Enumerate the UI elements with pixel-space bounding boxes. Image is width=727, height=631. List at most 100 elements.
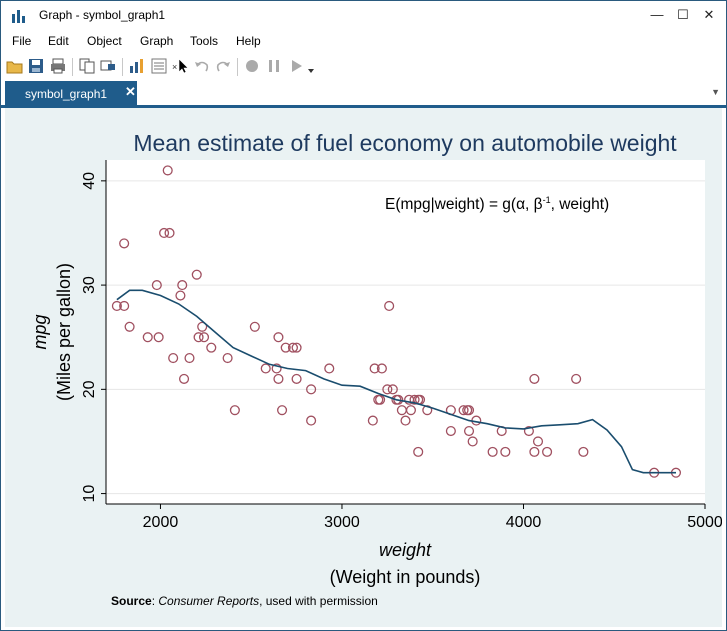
data-point-50 [413,446,424,457]
toolbar: × [1,54,726,80]
maximize-button[interactable]: ☐ [677,7,689,22]
data-point-60 [467,436,478,447]
graph-area: Mean estimate of fuel economy on automob… [5,108,723,627]
svg-text:×: × [172,62,177,72]
menu-file[interactable]: File [12,34,32,48]
data-point-26 [273,373,284,384]
copy-icon[interactable] [78,57,96,75]
data-point-56 [458,405,469,416]
menu-edit[interactable]: Edit [48,34,69,48]
data-point-18 [198,332,210,343]
play-icon[interactable] [287,57,305,75]
data-point-62 [487,446,498,457]
object-browser-icon[interactable] [150,57,168,75]
record-icon[interactable] [243,57,261,75]
save-icon[interactable] [27,57,45,75]
window-title: Graph - symbol_graph1 [39,8,166,22]
data-point-10 [168,353,179,364]
scatter-chart: Mean estimate of fuel economy on automob… [30,130,723,608]
x-axis-var-label: weight [379,540,432,560]
pointer-icon[interactable]: × [171,57,189,75]
data-point-30 [291,342,302,353]
tab-label: symbol_graph1 [25,87,108,101]
chart-title: Mean estimate of fuel economy on automob… [133,130,677,156]
y-axis-var-label: mpg [30,314,50,349]
data-point-15 [191,269,202,280]
plot-region [106,160,705,504]
data-point-6 [153,332,164,343]
data-point-46 [400,415,411,426]
data-point-38 [375,394,386,405]
data-point-64 [500,446,511,457]
open-icon[interactable] [6,57,24,75]
axes: 10 20 30 40 2000 3000 4000 5000 [81,160,723,531]
tab-close-button[interactable]: ✕ [125,84,136,99]
data-point-27 [277,405,288,416]
menu-tools[interactable]: Tools [190,34,219,48]
redo-icon[interactable] [214,57,232,75]
title-bar: Graph - symbol_graph1 — ☐ ✕ [1,1,726,30]
data-point-23 [260,363,271,374]
data-point-66 [529,373,540,384]
x-tick-label-2000: 2000 [143,514,179,531]
x-tick-label-3000: 3000 [324,514,360,531]
stata-graph-icon [12,10,25,23]
tab-list-dropdown-icon[interactable]: ▼ [711,87,720,97]
data-point-12 [177,280,188,291]
menu-object[interactable]: Object [87,34,122,48]
source-note: Source: Consumer Reports, used with perm… [111,594,378,608]
data-point-9 [164,227,175,239]
data-point-67 [529,446,540,457]
close-button[interactable]: ✕ [703,7,715,22]
data-point-59 [463,405,475,416]
data-point-20 [222,353,233,364]
y-tick-label-40: 40 [81,172,98,190]
y-axis-label: (Miles per gallon) [54,263,74,401]
play-dropdown-icon[interactable] [306,57,316,75]
fitted-curve [116,289,676,474]
data-point-0 [111,300,122,311]
data-point-31 [291,373,302,384]
data-point-39 [376,363,387,374]
y-tick-label-20: 20 [81,380,98,398]
data-point-36 [369,363,380,374]
data-point-11 [175,290,186,301]
data-point-22 [249,321,260,332]
graph-editor-icon[interactable] [128,57,146,75]
data-point-29 [287,342,299,353]
data-point-4 [142,332,153,343]
data-point-2 [119,300,130,311]
data-point-70 [571,373,582,384]
data-point-32 [306,384,317,395]
grid-lines [106,180,705,495]
data-point-24 [271,363,282,374]
undo-icon[interactable] [193,57,211,75]
data-point-19 [206,342,217,353]
data-point-55 [445,425,456,437]
menu-graph[interactable]: Graph [140,34,174,48]
data-point-35 [367,415,378,426]
data-point-33 [306,415,317,426]
minimize-button[interactable]: — [650,7,664,22]
data-point-5 [151,280,162,291]
data-point-8 [162,165,173,176]
tab-bar: symbol_graph1 ✕ ▼ [1,81,726,108]
data-point-68 [532,436,544,447]
data-point-42 [387,384,398,395]
data-point-44 [393,394,404,405]
tab-symbol-graph1[interactable]: symbol_graph1 ✕ [5,81,137,105]
print-icon[interactable] [49,57,67,75]
data-point-17 [197,321,208,332]
data-point-48 [405,405,416,416]
data-point-14 [184,353,195,364]
data-point-25 [273,332,284,343]
data-point-58 [463,425,475,437]
data-point-28 [280,342,291,353]
data-point-71 [578,446,589,457]
y-tick-label-30: 30 [81,276,98,294]
pause-icon[interactable] [265,57,283,75]
rename-icon[interactable] [99,57,117,75]
menu-help[interactable]: Help [236,34,261,48]
data-point-7 [159,227,170,239]
